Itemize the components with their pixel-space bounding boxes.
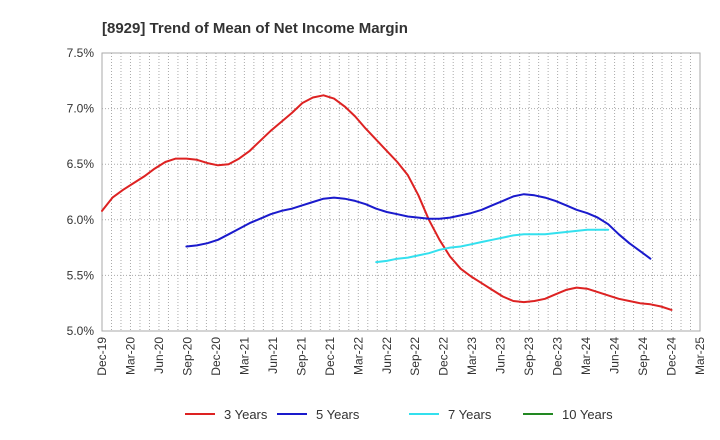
x-tick-label: Mar-25 [693, 337, 707, 375]
chart-title: [8929] Trend of Mean of Net Income Margi… [102, 20, 408, 37]
series-line-5-years [185, 193, 652, 260]
plot-frame [101, 52, 701, 332]
x-tick-label: Dec-22 [437, 337, 451, 376]
y-tick-label: 6.0% [67, 213, 95, 227]
x-tick-label: Mar-23 [465, 337, 479, 375]
x-tick-label: Dec-20 [209, 337, 223, 376]
series-line-3-years [101, 94, 673, 311]
x-tick-label: Sep-20 [180, 337, 194, 376]
x-tick-label: Jun-20 [152, 337, 166, 374]
y-tick-label: 5.0% [67, 324, 95, 338]
x-tick-label: Mar-21 [237, 337, 251, 375]
legend-label: 3 Years [224, 407, 268, 422]
legend-label: 7 Years [448, 407, 492, 422]
x-tick-label: Dec-21 [323, 337, 337, 376]
x-tick-label: Jun-24 [608, 337, 622, 374]
x-tick-label: Mar-20 [123, 337, 137, 375]
legend-label: 10 Years [562, 407, 613, 422]
x-tick-label: Sep-22 [408, 337, 422, 376]
y-tick-label: 7.0% [67, 102, 95, 116]
y-tick-label: 7.5% [67, 46, 95, 60]
x-tick-label: Jun-22 [380, 337, 394, 374]
x-tick-label: Dec-19 [95, 337, 109, 376]
legend-label: 5 Years [316, 407, 360, 422]
x-tick-label: Jun-23 [494, 337, 508, 374]
x-tick-label: Dec-24 [665, 337, 679, 376]
x-tick-label: Mar-24 [579, 337, 593, 375]
x-tick-label: Sep-24 [636, 337, 650, 376]
y-tick-label: 5.5% [67, 268, 95, 282]
series-line-7-years [375, 228, 610, 264]
y-tick-label: 6.5% [67, 157, 95, 171]
x-tick-label: Jun-21 [266, 337, 280, 374]
x-tick-label: Sep-23 [522, 337, 536, 376]
x-tick-label: Mar-22 [351, 337, 365, 375]
x-tick-label: Dec-23 [551, 337, 565, 376]
x-tick-label: Sep-21 [294, 337, 308, 376]
